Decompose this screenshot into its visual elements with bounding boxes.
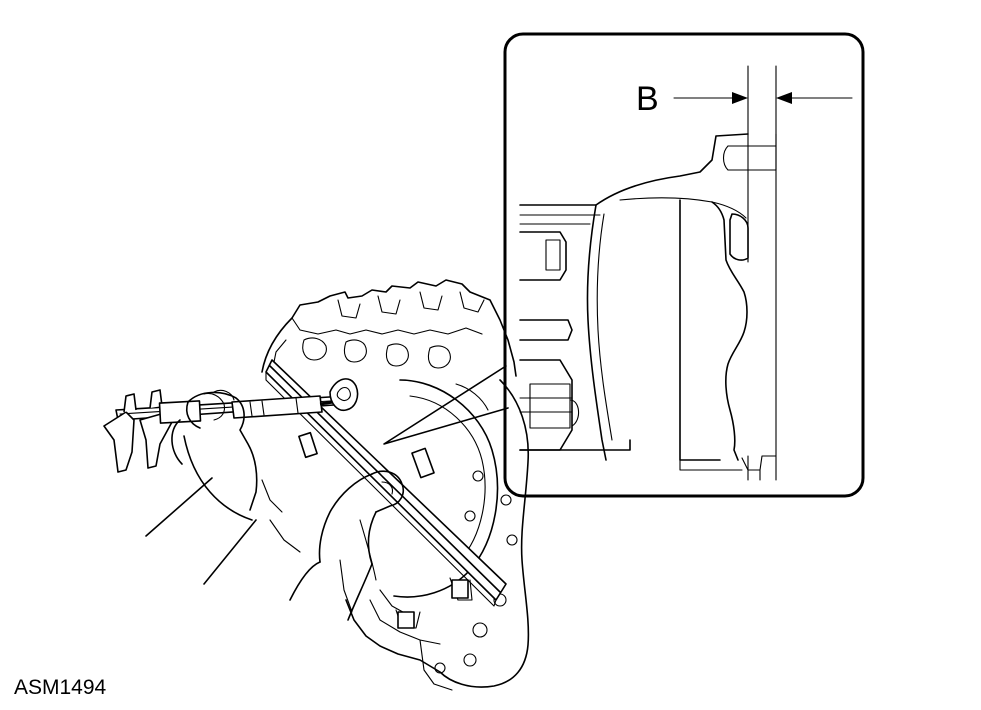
detail-inset (503, 32, 865, 498)
dimension-label-b: B (636, 80, 659, 118)
callout-pointer (383, 365, 509, 445)
bearing-seat-marker (411, 447, 435, 479)
figure-id: ASM1494 (14, 676, 107, 699)
transaxle-housing (261, 279, 530, 691)
vernier-caliper (103, 378, 359, 473)
housing-rib-marker (298, 431, 318, 459)
technician-hands (145, 389, 405, 621)
